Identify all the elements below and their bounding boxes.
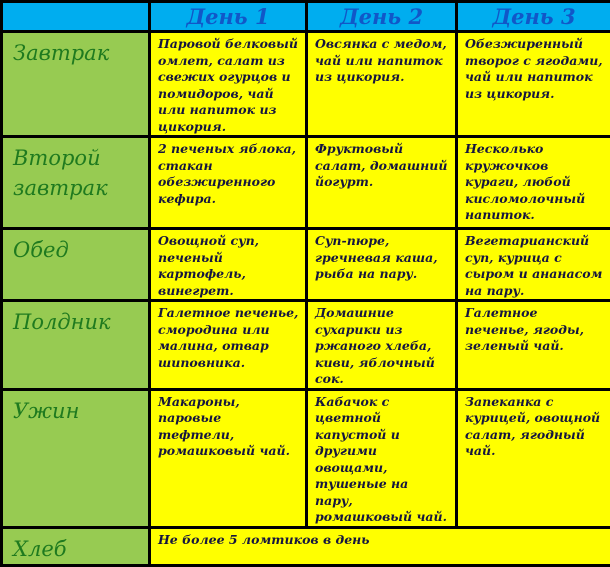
header-day-1: День 1 <box>150 2 307 32</box>
meal-cell-second-breakfast-day2: Фруктовый салат, домашний йогурт. <box>307 137 457 229</box>
meal-cell-lunch-day2: Суп-пюре, гречневая каша, рыба на пару. <box>307 229 457 301</box>
header-day-3: День 3 <box>457 2 610 32</box>
meal-cell-breakfast-day1: Паровой белковый омлет, салат из свежих … <box>150 32 307 137</box>
header-day-2: День 2 <box>307 2 457 32</box>
row-label-second-breakfast: Второй завтрак <box>2 137 150 229</box>
header-corner-cell <box>2 2 150 32</box>
meal-cell-afternoon-snack-day3: Галетное печенье, ягоды, зеленый чай. <box>457 301 610 390</box>
meal-cell-dinner-day2: Кабачок с цветной капустой и другими ово… <box>307 389 457 527</box>
meal-cell-dinner-day1: Макароны, паровые тефтели, ромашковый ча… <box>150 389 307 527</box>
table-row-dinner: Ужин Макароны, паровые тефтели, ромашков… <box>2 389 610 527</box>
meal-cell-second-breakfast-day3: Несколько кружочков кураги, любой кислом… <box>457 137 610 229</box>
meal-cell-breakfast-day2: Овсянка с медом, чай или напиток из цико… <box>307 32 457 137</box>
row-label-afternoon-snack: Полдник <box>2 301 150 390</box>
row-label-dinner: Ужин <box>2 389 150 527</box>
meal-cell-second-breakfast-day1: 2 печеных яблока, стакан обезжиренного к… <box>150 137 307 229</box>
table-row-afternoon-snack: Полдник Галетное печенье, смородина или … <box>2 301 610 390</box>
table-row-bread: Хлеб Не более 5 ломтиков в день <box>2 527 610 565</box>
bread-note-cell: Не более 5 ломтиков в день <box>150 527 610 565</box>
meal-cell-afternoon-snack-day2: Домашние сухарики из ржаного хлеба, киви… <box>307 301 457 390</box>
table-row-breakfast: Завтрак Паровой белковый омлет, салат из… <box>2 32 610 137</box>
row-label-breakfast: Завтрак <box>2 32 150 137</box>
row-label-bread: Хлеб <box>2 527 150 565</box>
table-row-second-breakfast: Второй завтрак 2 печеных яблока, стакан … <box>2 137 610 229</box>
header-row: День 1 День 2 День 3 <box>2 2 610 32</box>
meal-cell-dinner-day3: Запеканка с курицей, овощной салат, ягод… <box>457 389 610 527</box>
meal-cell-afternoon-snack-day1: Галетное печенье, смородина или малина, … <box>150 301 307 390</box>
meal-cell-breakfast-day3: Обезжиренный творог с ягодами, чай или н… <box>457 32 610 137</box>
meal-cell-lunch-day1: Овощной суп, печеный картофель, винегрет… <box>150 229 307 301</box>
table-row-lunch: Обед Овощной суп, печеный картофель, вин… <box>2 229 610 301</box>
meal-cell-lunch-day3: Вегетарианский суп, курица с сыром и ана… <box>457 229 610 301</box>
row-label-lunch: Обед <box>2 229 150 301</box>
